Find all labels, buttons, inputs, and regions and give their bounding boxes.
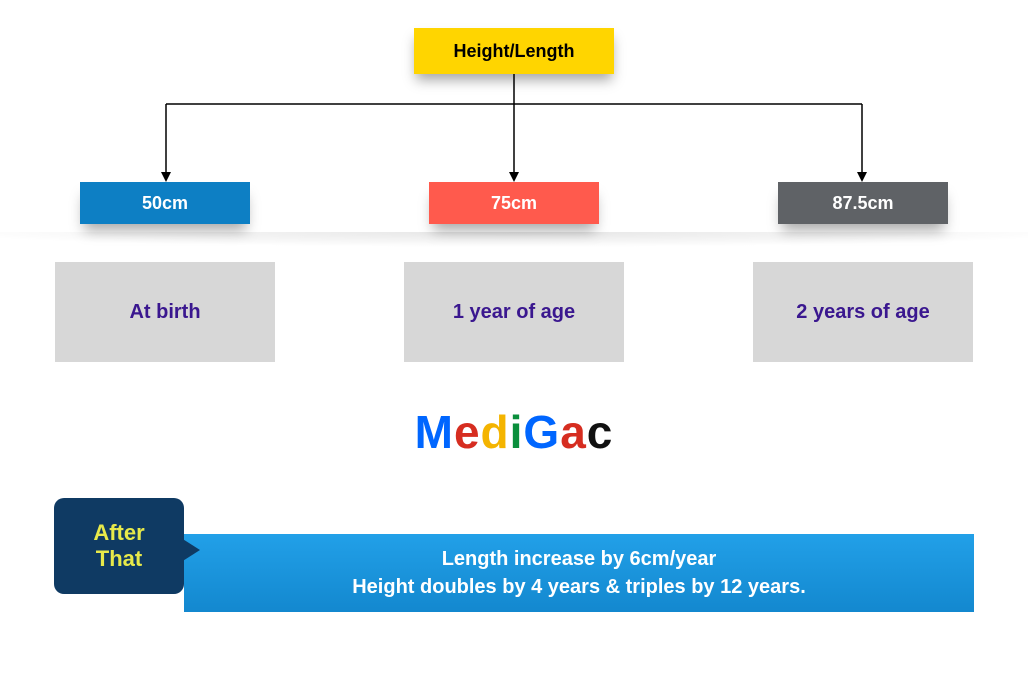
value-box-1: 75cm [429,182,599,224]
logo-letter-2: d [481,405,510,459]
callout-line-1: Length increase by 6cm/year [442,545,717,573]
desc-box-2: 2 years of age [753,262,973,362]
value-1: 75cm [491,193,537,214]
desc-box-1: 1 year of age [404,262,624,362]
callout-bar: Length increase by 6cm/year Height doubl… [184,534,974,612]
logo-letter-3: i [510,405,524,459]
root-node: Height/Length [414,28,614,74]
brand-logo: MediGac [0,405,1028,459]
desc-box-0: At birth [55,262,275,362]
callout: AfterThat Length increase by 6cm/year He… [54,498,974,628]
desc-1: 1 year of age [453,301,575,324]
desc-0: At birth [129,301,200,324]
callout-pointer-icon [178,536,200,564]
value-box-2: 87.5cm [778,182,948,224]
callout-badge: AfterThat [54,498,184,594]
root-label: Height/Length [454,41,575,62]
value-row-shadow [0,232,1028,250]
value-0: 50cm [142,193,188,214]
callout-line-2: Height doubles by 4 years & triples by 1… [352,573,806,601]
logo-letter-5: a [560,405,587,459]
logo-letter-0: M [415,405,454,459]
logo-letter-4: G [523,405,560,459]
logo-letter-1: e [454,405,481,459]
connector-lines [0,74,1028,184]
value-box-0: 50cm [80,182,250,224]
callout-badge-text: AfterThat [93,520,144,573]
logo-letter-6: c [587,405,614,459]
value-2: 87.5cm [832,193,893,214]
desc-2: 2 years of age [796,301,929,324]
